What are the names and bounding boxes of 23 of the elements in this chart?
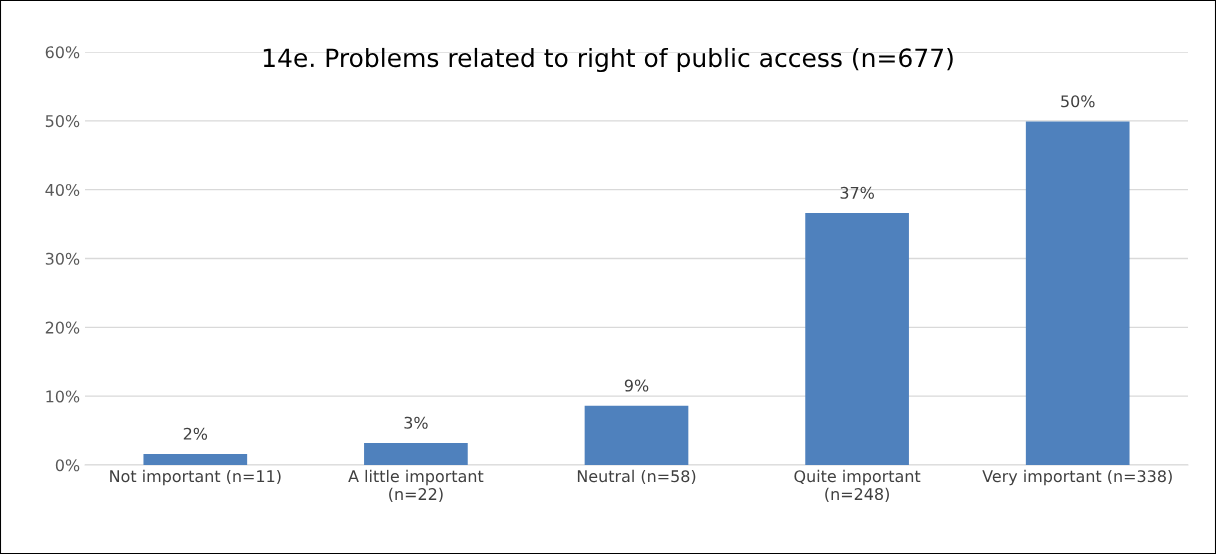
x-tick-label: Very important (n=338) bbox=[982, 469, 1172, 486]
y-tick-label: 30% bbox=[45, 252, 80, 265]
y-tick-label: 50% bbox=[45, 115, 80, 128]
bar bbox=[143, 453, 248, 465]
data-label: 2% bbox=[183, 427, 208, 440]
bar bbox=[805, 213, 909, 465]
data-label: 37% bbox=[840, 186, 874, 199]
x-tick-label: Quite important (n=248) bbox=[794, 469, 921, 502]
chart-title: 14e. Problems related to right of public access (n=677) bbox=[263, 47, 953, 73]
data-label: 3% bbox=[404, 416, 428, 429]
x-tick-label: Not important (n=11) bbox=[110, 469, 281, 486]
x-tick-label: Neutral (n=58) bbox=[577, 469, 696, 485]
y-tick-label: 40% bbox=[45, 183, 80, 196]
data-label: 50% bbox=[1061, 95, 1095, 108]
y-tick-label: 10% bbox=[46, 390, 80, 403]
y-tick-label: 60% bbox=[45, 46, 80, 59]
bar bbox=[584, 405, 689, 465]
y-tick-label: 20% bbox=[45, 321, 80, 334]
bar bbox=[1025, 121, 1130, 465]
bar bbox=[364, 442, 468, 465]
y-tick-label: 0% bbox=[55, 459, 80, 472]
x-tick-label: A little important (n=22) bbox=[348, 469, 484, 502]
data-label: 9% bbox=[624, 379, 649, 392]
